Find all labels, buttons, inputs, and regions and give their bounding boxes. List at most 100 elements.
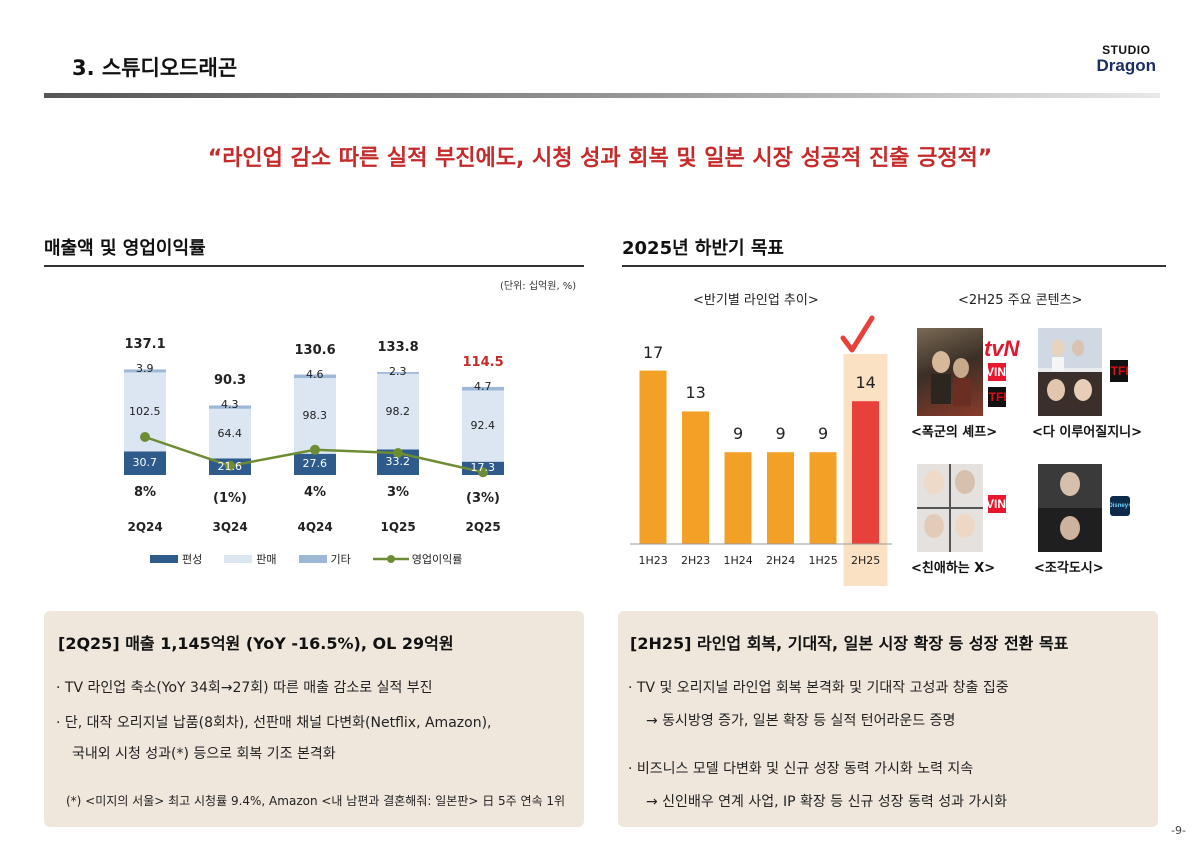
margin-label-4Q24: 4%: [304, 485, 327, 500]
lineup-value-1H23: 17: [643, 342, 664, 362]
margin-label-3Q24: (1%): [213, 491, 247, 506]
lineup-category-1H25: 1H25: [808, 554, 838, 567]
studio-dragon-logo: STUDIO Dragon: [1097, 44, 1157, 74]
summary-left-footnote: (*) <미지의 서울> 최고 시청률 9.4%, Amazon <내 남편과 …: [66, 794, 566, 808]
total-2Q24: 137.1: [124, 337, 166, 353]
revenue-legend: 편성 판매 기타 영업이익률: [150, 551, 484, 567]
margin-point-3Q24: [225, 460, 235, 471]
caption-tyrant-chef: <폭군의 셰프>: [911, 425, 998, 440]
lineup-value-2H23: 13: [685, 383, 706, 403]
poster-sculpture-city: [1038, 464, 1102, 552]
lineup-bar-2H23: [682, 411, 709, 544]
summary-right-title: [2H25] 라인업 회복, 기대작, 일본 시장 확장 등 성장 전환 목표: [630, 634, 1069, 653]
lineup-category-1H24: 1H24: [723, 554, 753, 567]
lineup-value-2H25: 14: [855, 373, 876, 393]
legend-item-panmae: 판매: [224, 551, 277, 567]
lineup-category-1H23: 1H23: [638, 554, 668, 567]
bar-3Q24-기타: [209, 405, 251, 409]
legend-item-margin: 영업이익률: [372, 551, 462, 567]
right-section-title: 2025년 하반기 목표: [622, 238, 784, 259]
margin-point-4Q24: [310, 444, 320, 455]
margin-point-2Q24: [140, 432, 150, 442]
category-4Q24: 4Q24: [297, 520, 333, 534]
summary-left-title: [2Q25] 매출 1,145억원 (YoY -16.5%), OL 29억원: [58, 634, 454, 653]
tving-badge-2: TVING: [988, 495, 1006, 513]
label-panmae-1Q25: 98.2: [385, 404, 411, 418]
margin-label-2Q24: 8%: [134, 485, 157, 500]
label-panmae-2Q25: 92.4: [470, 419, 496, 433]
lineup-bar-2H24: [767, 452, 794, 544]
category-1Q25: 1Q25: [380, 520, 416, 534]
bar-1Q25-판매: [377, 373, 419, 450]
summary-left-bullet-1: · TV 라인업 축소(YoY 34회→27회) 따른 매출 감소로 실적 부진: [56, 680, 433, 696]
contents-title: <2H25 주요 콘텐츠>: [958, 293, 1083, 308]
logo-line2: Dragon: [1096, 56, 1157, 75]
legend-swatch-margin: [372, 555, 409, 563]
lineup-category-2H24: 2H24: [766, 554, 796, 567]
lineup-bar-1H23: [639, 370, 667, 544]
label-pyeonseong-1Q25: 33.2: [385, 455, 411, 469]
margin-point-2Q25: [478, 467, 488, 478]
legend-label-panmae: 판매: [256, 553, 277, 566]
total-4Q24: 130.6: [294, 342, 336, 358]
revenue-chart: [124, 369, 504, 478]
poster-tyrant-chef: [917, 328, 983, 416]
category-3Q24: 3Q24: [212, 520, 248, 534]
lineup-value-2H24: 9: [775, 424, 786, 444]
summary-box-left: [44, 611, 584, 827]
bar-1Q25-기타: [377, 372, 419, 374]
right-section-divider: [622, 265, 1166, 267]
summary-left-bullet-3: 국내외 시청 성과(*) 등으로 회복 기조 본격화: [72, 746, 336, 762]
lineup-value-1H25: 9: [818, 424, 829, 444]
headline: “라인업 감소 따른 실적 부진에도, 시청 성과 회복 및 일본 시장 성공적…: [207, 146, 993, 171]
bar-4Q24-기타: [294, 374, 336, 379]
margin-point-1Q25: [393, 448, 403, 458]
bar-2Q24-편성: [124, 451, 166, 475]
bar-2Q25-판매: [462, 390, 504, 462]
disney-plus-badge: Disney+: [1110, 496, 1130, 516]
left-section-divider: [44, 265, 584, 267]
bar-2Q25-기타: [462, 386, 504, 391]
label-panmae-2Q24: 102.5: [129, 404, 161, 418]
lineup-category-2H23: 2H23: [681, 554, 711, 567]
label-gita-3Q24: 4.3: [221, 398, 239, 412]
margin-label-1Q25: 3%: [387, 485, 410, 500]
legend-swatch-pyeonseong: [150, 555, 178, 563]
label-gita-4Q24: 4.6: [306, 367, 324, 381]
tvn-logo: tvN: [984, 336, 1020, 361]
label-panmae-3Q24: 64.4: [217, 426, 243, 440]
caption-dear-x: <친애하는 X>: [911, 561, 996, 576]
label-gita-1Q25: 2.3: [389, 365, 407, 379]
total-1Q25: 133.8: [377, 340, 419, 356]
poster-dear-x-art: [917, 464, 983, 552]
header-divider: [44, 93, 1160, 98]
logo-line1: STUDIO: [1102, 43, 1151, 57]
summary-right-bullet-1: · TV 및 오리지널 라인업 회복 본격화 및 기대작 고성과 창출 집중: [628, 680, 1009, 696]
caption-genie: <다 이루어질지니>: [1032, 425, 1143, 440]
poster-dear-x: [917, 464, 983, 552]
poster-tyrant-chef-art: [931, 351, 971, 406]
left-section-title: 매출액 및 영업이익률: [44, 238, 206, 259]
lineup-value-1H24: 9: [733, 424, 744, 444]
category-2Q25: 2Q25: [465, 520, 501, 534]
lineup-bar-1H24: [724, 452, 752, 544]
category-2Q24: 2Q24: [127, 520, 163, 534]
bar-4Q24-편성: [294, 453, 336, 475]
legend-item-pyeonseong: 편성: [150, 551, 202, 567]
legend-label-gita: 기타: [330, 553, 351, 566]
lineup-category-2H25: 2H25: [851, 554, 881, 567]
legend-item-gita: 기타: [298, 551, 351, 567]
unit-label: (단위: 십억원, %): [500, 281, 577, 292]
label-gita-2Q24: 3.9: [136, 362, 154, 376]
legend-swatch-gita: [298, 555, 327, 563]
summary-right-bullet-2: → 동시방영 증가, 일본 확장 등 실적 턴어라운드 증명: [646, 713, 956, 729]
legend-swatch-panmae: [224, 555, 253, 563]
summary-box-right: [618, 611, 1158, 827]
netflix-badge-1: NETFLIX: [988, 387, 1006, 407]
label-pyeonseong-2Q24: 30.7: [132, 456, 158, 470]
lineup-chart: [630, 315, 892, 586]
caption-sculpture-city: <조각도시>: [1034, 561, 1104, 576]
lineup-bar-2H25: [852, 401, 879, 544]
legend-label-pyeonseong: 편성: [182, 553, 203, 566]
total-3Q24: 90.3: [214, 373, 247, 389]
